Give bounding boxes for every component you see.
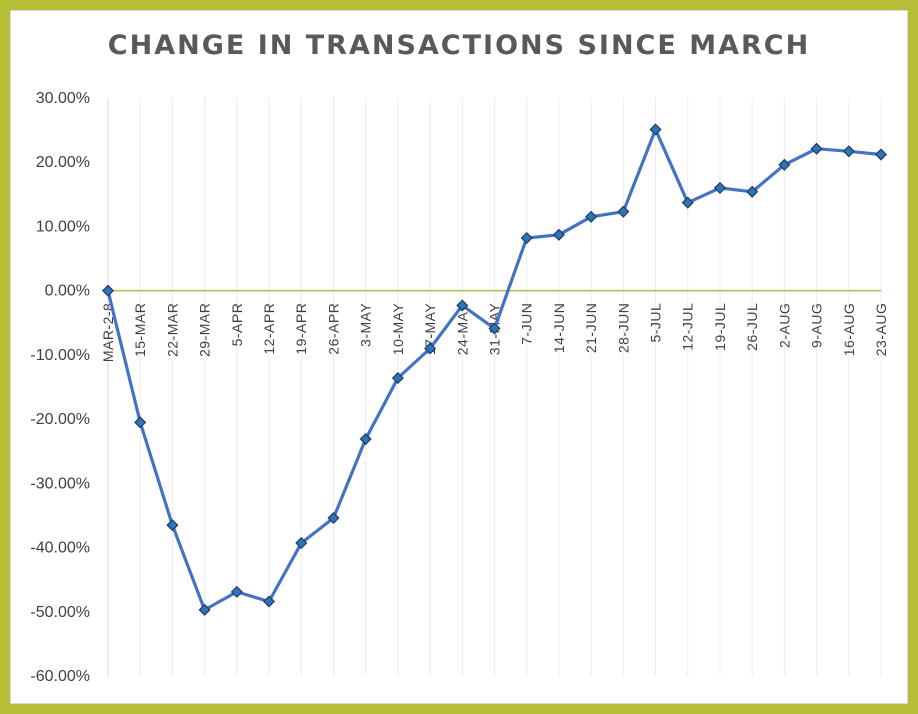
data-point: [359, 432, 372, 446]
x-tick-label: 12-JUL: [680, 303, 696, 351]
y-tick-label: 30.00%: [36, 90, 90, 107]
data-point: [134, 416, 147, 429]
y-tick-label: -50.00%: [30, 604, 90, 621]
data-point: [198, 603, 211, 616]
x-tick-label: 5-JUL: [648, 303, 664, 343]
y-tick-label: -40.00%: [30, 540, 90, 557]
data-point: [520, 231, 533, 245]
data-point: [101, 284, 115, 297]
y-tick-label: -20.00%: [30, 411, 90, 428]
x-tick-label: 12-APR: [261, 303, 277, 355]
x-tick-label: 15-MAR: [132, 303, 148, 357]
data-point: [327, 511, 340, 525]
y-tick-label: 0.00%: [45, 283, 90, 300]
data-point: [810, 142, 823, 155]
x-tick-label: 26-APR: [325, 303, 341, 355]
y-tick-label: -60.00%: [30, 668, 90, 685]
y-tick-label: -30.00%: [30, 475, 90, 492]
y-tick-label: -10.00%: [30, 347, 90, 364]
x-tick-label: 19-APR: [293, 303, 309, 355]
data-point: [488, 322, 501, 335]
x-tick-label: 14-JUN: [551, 303, 567, 353]
data-point: [713, 181, 727, 194]
x-tick-label: 10-MAY: [390, 303, 406, 356]
x-tick-label: 28-JUN: [615, 303, 631, 353]
x-tick-label: 23-AUG: [873, 303, 889, 357]
data-point: [295, 537, 308, 550]
data-point: [746, 185, 759, 198]
data-point: [649, 123, 662, 136]
data-point: [456, 299, 469, 312]
x-tick-label: 19-JUL: [712, 303, 728, 351]
data-point: [585, 210, 598, 223]
data-point: [842, 145, 855, 158]
x-tick-label: 9-AUG: [809, 303, 825, 348]
y-tick-label: 10.00%: [36, 218, 90, 235]
x-tick-label: 26-JUL: [744, 303, 760, 351]
x-tick-label: 22-MAR: [164, 303, 180, 357]
x-tick-label: 7-JUN: [519, 303, 535, 345]
data-point: [424, 342, 437, 355]
x-tick-label: 2-AUG: [776, 303, 792, 348]
x-tick-label: 3-MAY: [358, 303, 374, 347]
data-point: [874, 148, 888, 161]
data-point: [778, 158, 791, 171]
chart-title: CHANGE IN TRANSACTIONS SINCE MARCH: [107, 30, 811, 61]
data-point: [552, 228, 565, 241]
data-point: [391, 371, 404, 385]
y-tick-label: 20.00%: [36, 154, 90, 171]
chart-area: [10, 10, 908, 704]
data-point: [617, 205, 630, 218]
data-point: [166, 519, 179, 532]
x-tick-label: 21-JUN: [583, 303, 599, 353]
data-point: [681, 196, 694, 209]
x-tick-label: 24-MAY: [454, 303, 470, 356]
x-tick-label: 5-APR: [229, 303, 245, 347]
x-tick-label: 29-MAR: [197, 303, 213, 357]
x-tick-label: 16-AUG: [841, 303, 857, 357]
data-point: [262, 595, 276, 608]
x-tick-label: MAR-2-8: [100, 303, 116, 363]
data-point: [230, 585, 243, 598]
